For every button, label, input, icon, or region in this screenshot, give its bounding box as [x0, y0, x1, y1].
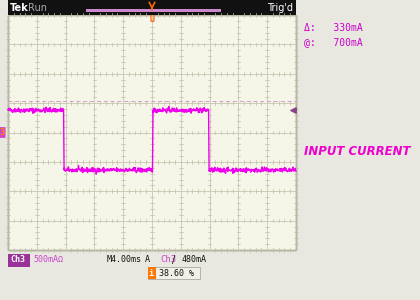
Text: M4.00ms: M4.00ms — [107, 256, 142, 265]
Text: U: U — [150, 15, 155, 24]
Text: i: i — [149, 268, 153, 278]
Bar — [148, 267, 156, 279]
Text: A: A — [144, 256, 150, 265]
Text: 38.60 %: 38.60 % — [159, 268, 194, 278]
Text: Trig'd: Trig'd — [267, 3, 293, 13]
Text: 3: 3 — [0, 128, 5, 137]
Text: @:   700mA: @: 700mA — [304, 37, 363, 47]
Text: Δ:   330mA: Δ: 330mA — [304, 23, 363, 33]
Text: INPUT CURRENT: INPUT CURRENT — [304, 145, 410, 158]
Bar — [148, 267, 200, 279]
Text: Run: Run — [28, 3, 47, 13]
Text: Ch3: Ch3 — [10, 256, 25, 265]
Bar — [8, 15, 296, 250]
Bar — [8, 0, 296, 15]
Bar — [8, 254, 30, 267]
Text: 480mA: 480mA — [182, 256, 207, 265]
Text: /: / — [172, 255, 176, 265]
Text: Tek: Tek — [10, 3, 29, 13]
Point — [290, 108, 297, 112]
Text: 500mAΩ: 500mAΩ — [33, 256, 63, 265]
Bar — [86, 8, 221, 11]
Text: Ch3: Ch3 — [160, 256, 176, 265]
